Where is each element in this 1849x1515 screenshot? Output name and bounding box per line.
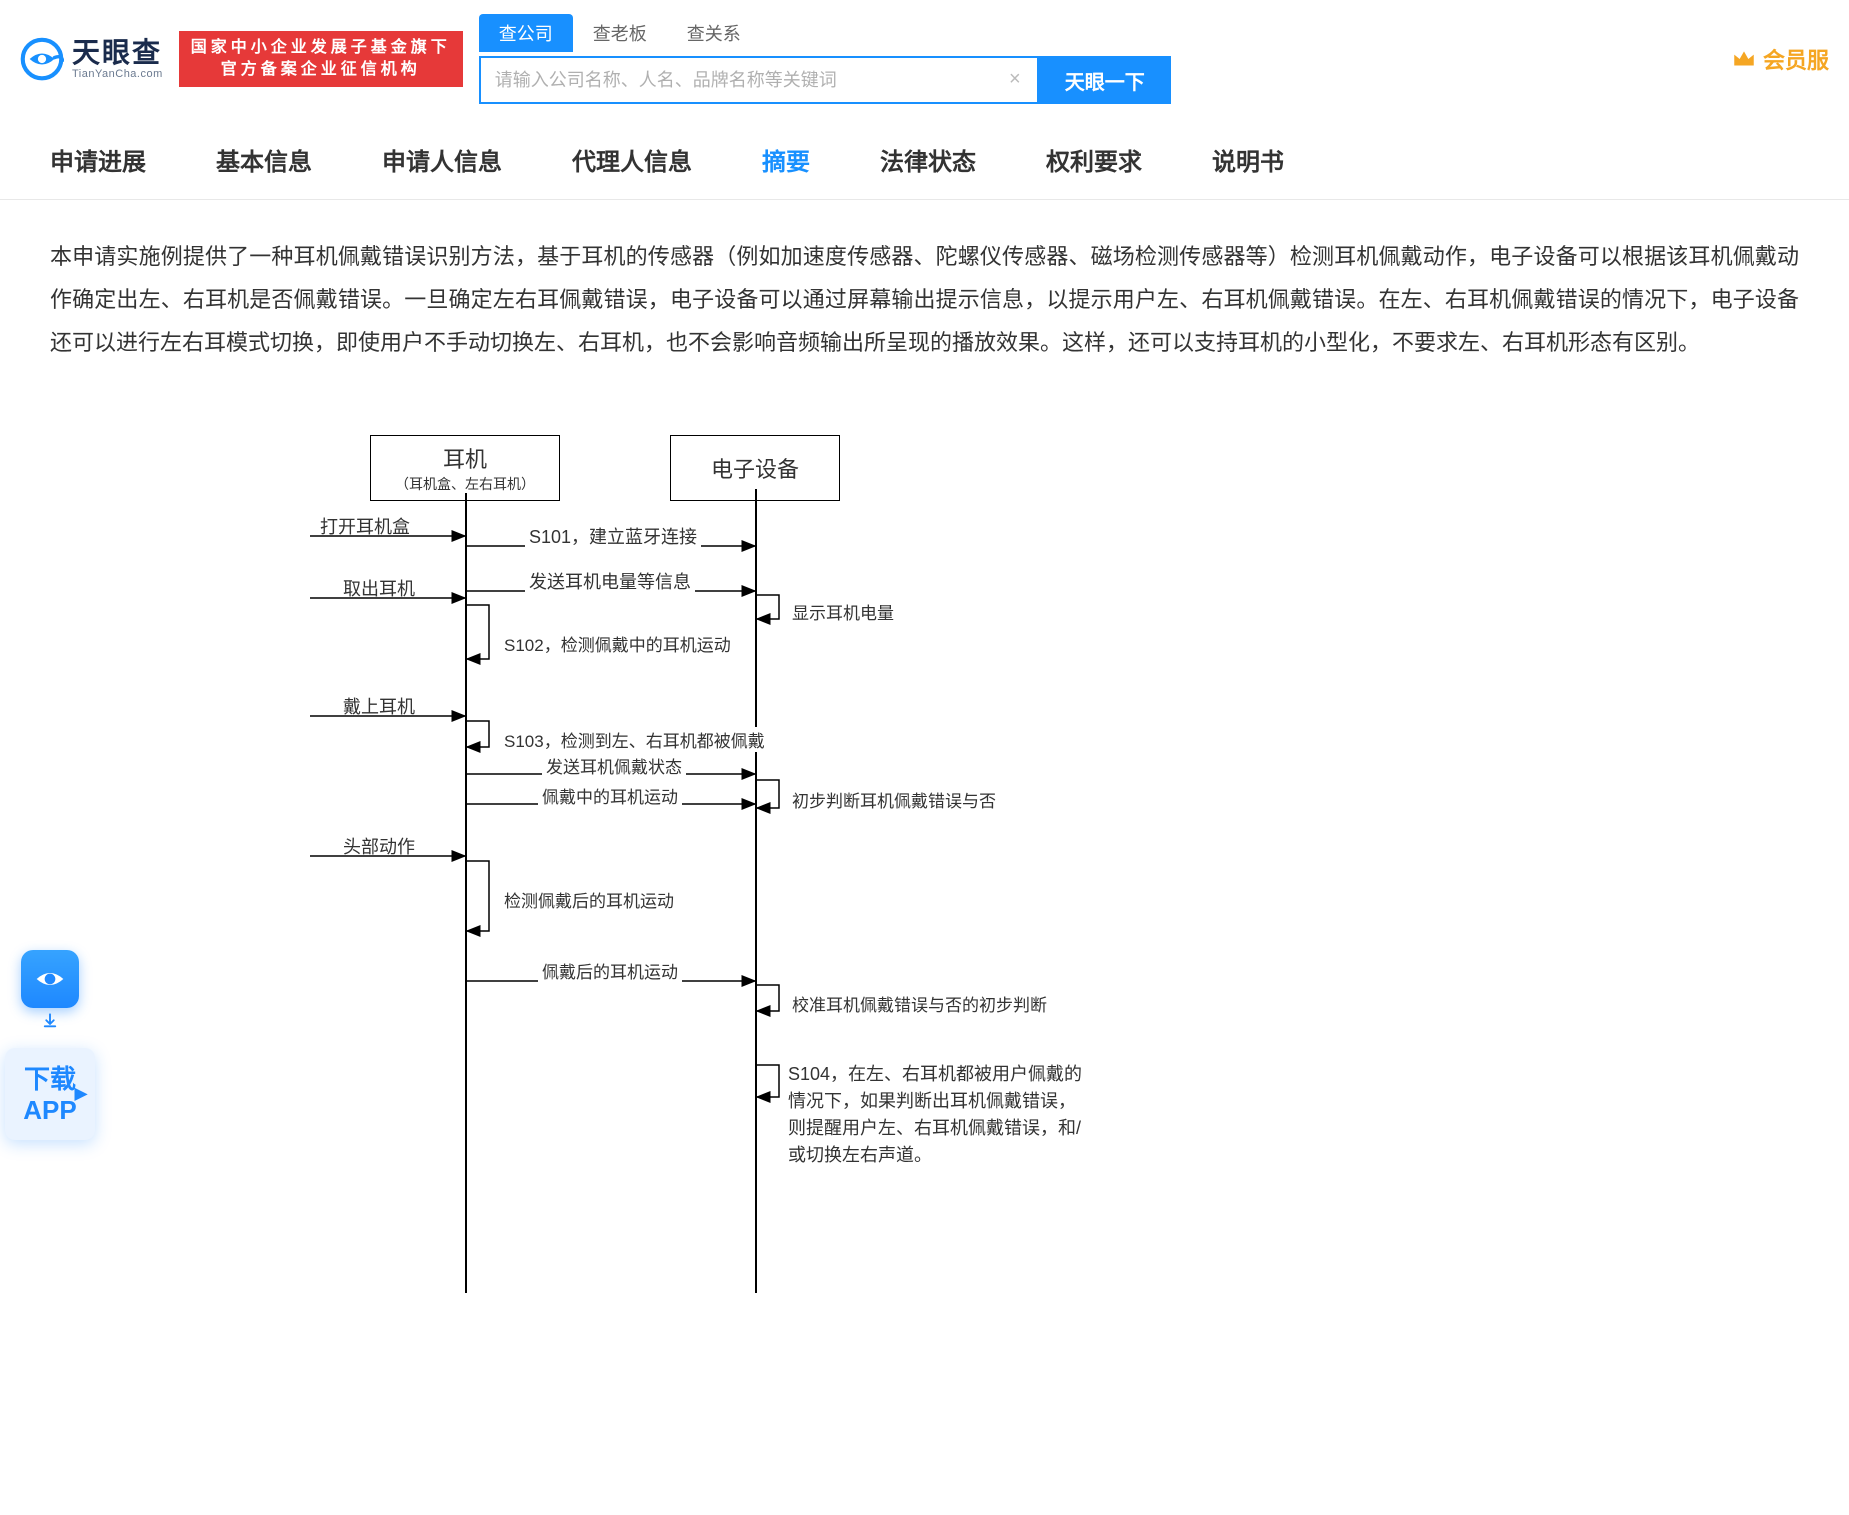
tab-spec[interactable]: 说明书 xyxy=(1212,142,1284,199)
eye-icon xyxy=(34,963,66,995)
tab-legal[interactable]: 法律状态 xyxy=(880,142,976,199)
msg-battery: 发送耳机电量等信息 xyxy=(525,568,695,594)
search-tabs: 查公司 查老板 查关系 xyxy=(479,14,1171,52)
tab-claims[interactable]: 权利要求 xyxy=(1046,142,1142,199)
download-app-widget[interactable]: 下载 APP ▶ xyxy=(0,950,100,1140)
search-tab-company[interactable]: 查公司 xyxy=(479,14,573,52)
tab-progress[interactable]: 申请进展 xyxy=(50,142,146,199)
nav-tabs: 申请进展 基本信息 申请人信息 代理人信息 摘要 法律状态 权利要求 说明书 xyxy=(0,114,1849,200)
msg-calibrate: 校准耳机佩戴错误与否的初步判断 xyxy=(788,991,1051,1016)
loop-s104 xyxy=(755,1065,785,1103)
lane2-title: 电子设备 xyxy=(681,452,829,484)
search-tab-relation[interactable]: 查关系 xyxy=(667,14,761,52)
gov-badge: 国家中小企业发展子基金旗下 官方备案企业征信机构 xyxy=(179,31,463,88)
search-input[interactable] xyxy=(479,56,1039,104)
arrow-take-out xyxy=(310,597,465,599)
crown-icon xyxy=(1731,46,1757,72)
search-tab-person[interactable]: 查老板 xyxy=(573,14,667,52)
loop-s102 xyxy=(465,605,495,665)
lane-head-earphone: 耳机 （耳机盒、左右耳机） xyxy=(370,435,560,501)
msg-s101: S101，建立蓝牙连接 xyxy=(525,523,701,549)
badge-line1: 国家中小企业发展子基金旗下 xyxy=(191,37,451,59)
diagram-container: 耳机 （耳机盒、左右耳机） 电子设备 打开耳机盒 取出耳机 xyxy=(50,415,1799,1335)
badge-line2: 官方备案企业征信机构 xyxy=(191,59,451,81)
tab-basic[interactable]: 基本信息 xyxy=(216,142,312,199)
search-row: × 天眼一下 xyxy=(479,56,1171,104)
msg-show-battery: 显示耳机电量 xyxy=(788,599,898,624)
msg-after-motion: 佩戴后的耳机运动 xyxy=(538,958,682,983)
tab-agent[interactable]: 代理人信息 xyxy=(572,142,692,199)
lane1-title: 耳机 xyxy=(381,442,549,474)
chevron-right-icon: ▶ xyxy=(75,1085,87,1104)
search-block: 查公司 查老板 查关系 × 天眼一下 xyxy=(479,14,1171,104)
loop-detect-after xyxy=(465,861,495,937)
msg-detect-after: 检测佩戴后的耳机运动 xyxy=(500,887,678,912)
download-app-button[interactable]: 下载 APP ▶ xyxy=(5,1048,95,1140)
msg-s103: S103，检测到左、右耳机都被佩戴 xyxy=(500,727,769,752)
lane1-subtitle: （耳机盒、左右耳机） xyxy=(381,474,549,494)
header: 天眼查 TianYanCha.com 国家中小企业发展子基金旗下 官方备案企业征… xyxy=(0,0,1849,114)
logo[interactable]: 天眼查 TianYanCha.com xyxy=(20,37,163,81)
logo-title: 天眼查 xyxy=(72,38,163,69)
msg-initial-judge: 初步判断耳机佩戴错误与否 xyxy=(788,787,1000,812)
vip-link[interactable]: 会员服 xyxy=(1731,43,1829,75)
arrow-wear xyxy=(310,715,465,717)
sequence-diagram: 耳机 （耳机盒、左右耳机） 电子设备 打开耳机盒 取出耳机 xyxy=(310,435,1230,1295)
arrow-head-move xyxy=(310,855,465,857)
msg-wear-state: 发送耳机佩戴状态 xyxy=(542,753,686,778)
vip-label: 会员服 xyxy=(1763,43,1829,75)
loop-show-battery xyxy=(755,595,785,625)
loop-initial-judge xyxy=(755,780,785,814)
loop-calibrate xyxy=(755,985,785,1017)
search-button[interactable]: 天眼一下 xyxy=(1039,56,1171,104)
content: 本申请实施例提供了一种耳机佩戴错误识别方法，基于耳机的传感器（例如加速度传感器、… xyxy=(0,200,1849,1355)
msg-s102: S102，检测佩戴中的耳机运动 xyxy=(500,631,735,656)
msg-s104: S104，在左、右耳机都被用户佩戴的情况下，如果判断出耳机佩戴错误，则提醒用户左… xyxy=(788,1061,1088,1169)
download-icon xyxy=(41,1012,59,1030)
clear-icon[interactable]: × xyxy=(1003,68,1027,92)
msg-wearing-motion: 佩戴中的耳机运动 xyxy=(538,783,682,808)
abstract-text: 本申请实施例提供了一种耳机佩戴错误识别方法，基于耳机的传感器（例如加速度传感器、… xyxy=(50,236,1799,365)
logo-subtitle: TianYanCha.com xyxy=(72,68,163,80)
arrow-open-case xyxy=(310,535,465,537)
logo-text: 天眼查 TianYanCha.com xyxy=(72,38,163,81)
tab-abstract[interactable]: 摘要 xyxy=(762,142,810,199)
app-icon xyxy=(21,950,79,1008)
eye-icon xyxy=(20,37,64,81)
tab-applicant[interactable]: 申请人信息 xyxy=(382,142,502,199)
loop-s103 xyxy=(465,721,495,753)
